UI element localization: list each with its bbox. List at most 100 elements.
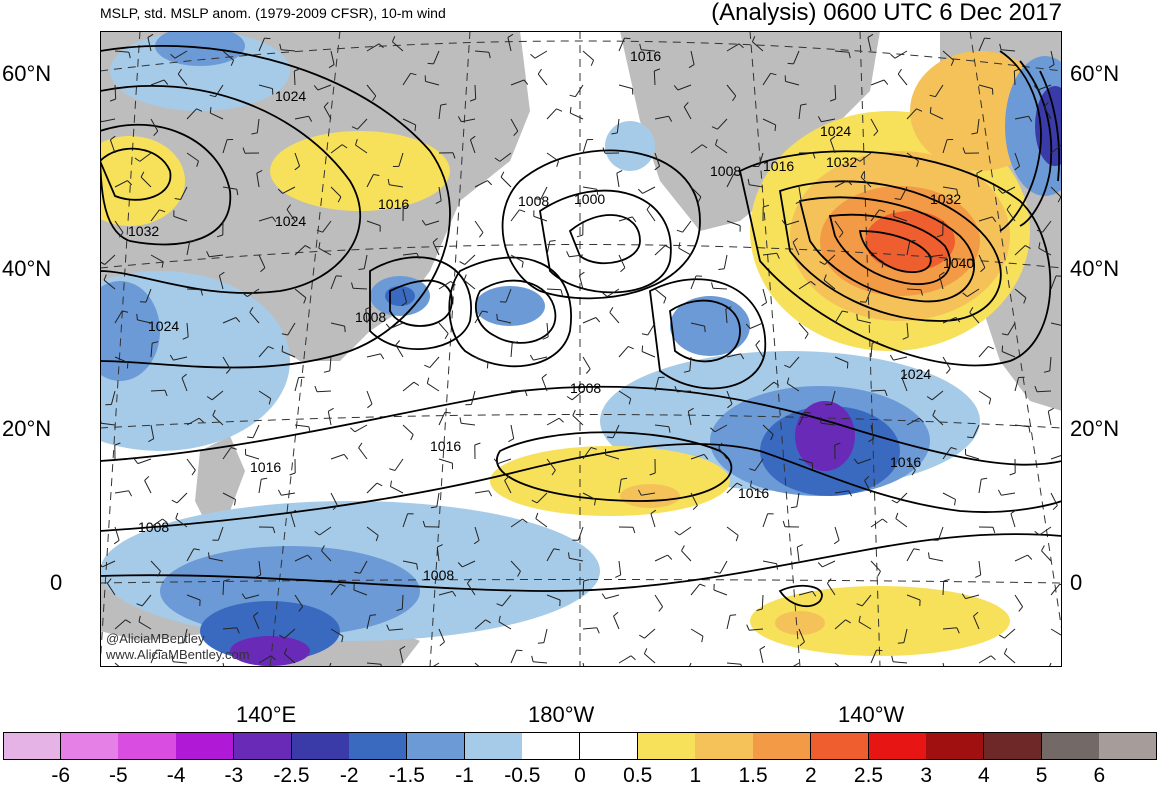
wind-barb-flag (882, 518, 888, 524)
wind-barb (546, 152, 559, 162)
wind-barb-flag (482, 310, 489, 313)
wind-barb (330, 628, 344, 637)
contour-label: 1016 (738, 485, 769, 501)
wind-barb-flag (323, 102, 329, 108)
wind-barb (222, 356, 231, 370)
wind-barb-flag (530, 53, 536, 59)
wind-barb (857, 319, 872, 324)
contour-label: 1024 (900, 366, 931, 382)
wind-barb (726, 526, 739, 536)
wind-barb-flag (308, 426, 311, 433)
wind-barb-flag (486, 362, 489, 369)
wind-barb-flag (1009, 472, 1016, 476)
wind-barb-flag (125, 619, 131, 624)
wind-barb-flag (776, 253, 780, 259)
wind-barb (929, 557, 944, 562)
wind-barb (281, 492, 296, 496)
wind-barb (463, 279, 476, 290)
wind-barb (654, 424, 669, 428)
wind-barb-flag (569, 94, 576, 98)
wind-barb-flag (341, 144, 348, 149)
wind-barb-flag (595, 317, 601, 323)
colorbar-cell (695, 732, 754, 760)
wind-barb (798, 458, 813, 464)
wind-barb (186, 594, 201, 601)
wind-barb-flag (367, 403, 373, 409)
wind-barb (137, 319, 152, 324)
wind-barb (1006, 209, 1016, 222)
wind-barb-flag (889, 354, 894, 361)
wind-barb-flag (414, 124, 417, 131)
wind-barb-flag (421, 219, 427, 226)
wind-barb (138, 621, 152, 630)
wind-barb (286, 209, 296, 222)
wind-barb (942, 662, 945, 667)
wind-barb (618, 37, 625, 52)
wind-barb-flag (715, 139, 718, 146)
wind-barb (618, 560, 622, 575)
wind-barb (366, 482, 378, 494)
wind-barb-flag (321, 545, 325, 552)
wind-barb (712, 287, 728, 290)
wind-barb (641, 49, 656, 52)
wind-barb-flag (152, 341, 159, 344)
wind-barb (389, 322, 404, 329)
wind-barb (114, 619, 126, 630)
wind-barb (858, 621, 872, 630)
wind-barb (504, 480, 512, 494)
wind-barb (186, 241, 191, 256)
wind-barb-flag (936, 234, 943, 238)
wind-barb (438, 590, 453, 596)
wind-barb-flag (711, 282, 714, 289)
wind-barb-flag (161, 261, 164, 268)
contour-label: 1016 (630, 48, 661, 64)
graticule (100, 31, 1062, 667)
wind-barb-flag (416, 253, 420, 259)
wind-barb (402, 252, 417, 256)
wind-barb-flag (255, 574, 261, 578)
wind-barb-flag (749, 468, 756, 471)
wind-barb (501, 594, 512, 607)
wind-barb-flag (177, 642, 184, 644)
wind-barb-flag (171, 655, 174, 662)
wind-barb-flag (230, 447, 237, 450)
wind-barb (1041, 550, 1052, 562)
map-header-title: (Analysis) 0600 UTC 6 Dec 2017 (711, 0, 1062, 26)
wind-barb (258, 346, 269, 358)
wind-barb-flag (643, 648, 648, 654)
wind-barb (654, 152, 661, 167)
wind-barb (713, 589, 728, 596)
wind-barb-flag (774, 124, 777, 131)
wind-barb (150, 343, 153, 358)
wind-barb (870, 79, 885, 86)
wind-barb (725, 309, 728, 324)
wind-barb (717, 118, 728, 130)
wind-barb (654, 115, 669, 120)
wind-barb (395, 344, 404, 358)
contour-label: 1024 (148, 318, 179, 334)
wind-barb-flag (426, 377, 430, 384)
wind-barb (762, 288, 768, 303)
wind-barb (186, 458, 196, 471)
wind-barb-flag (594, 499, 596, 506)
wind-barb (582, 662, 585, 667)
wind-barb-flag (440, 103, 447, 106)
wind-barb (294, 288, 307, 299)
wind-barb-flag (488, 52, 491, 59)
wind-barb-flag (386, 624, 390, 631)
wind-barb (642, 186, 656, 194)
wind-barb (470, 390, 476, 405)
wind-barb-flag (834, 442, 841, 446)
wind-barb (830, 390, 836, 405)
wind-barb (402, 381, 415, 392)
wind-barb (366, 174, 374, 188)
wind-barb-flag (897, 642, 904, 644)
wind-barb (689, 356, 692, 371)
wind-barb (867, 37, 872, 52)
wind-barb (402, 288, 408, 303)
wind-barb-flag (110, 135, 116, 141)
wind-barb-flag (697, 196, 702, 203)
wind-barb (284, 628, 296, 639)
wind-barb (114, 220, 124, 233)
wind-barb-flag (797, 544, 803, 548)
